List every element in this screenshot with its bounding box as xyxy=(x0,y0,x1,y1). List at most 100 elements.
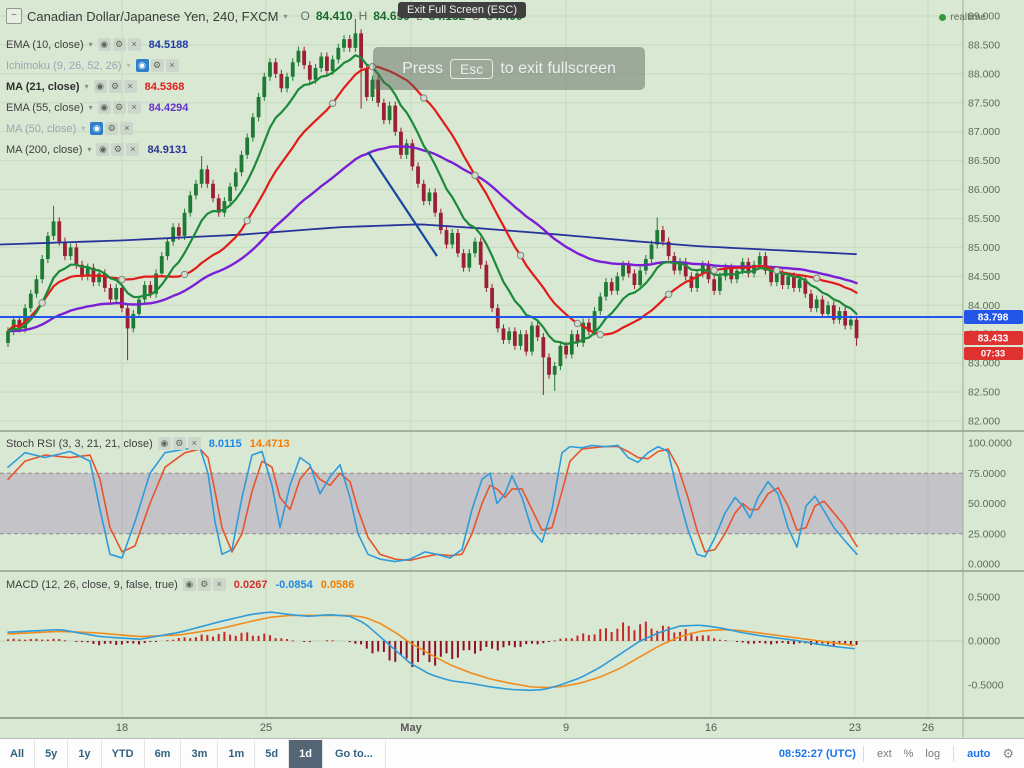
svg-text:16: 16 xyxy=(705,722,717,734)
ma200-line[interactable] xyxy=(0,223,857,256)
range-button-6m[interactable]: 6m xyxy=(145,739,182,768)
pane-separators[interactable] xyxy=(0,0,1024,737)
range-button-1m[interactable]: 1m xyxy=(218,739,256,768)
percent-toggle[interactable]: % xyxy=(903,747,914,760)
stoch-d-line[interactable] xyxy=(7,445,858,562)
visibility-icon[interactable]: ◉ xyxy=(97,38,111,51)
ema10-line[interactable] xyxy=(6,54,858,346)
svg-text:0.0000: 0.0000 xyxy=(968,636,1000,648)
visibility-icon[interactable]: ◉ xyxy=(93,80,107,93)
svg-text:83.000: 83.000 xyxy=(968,358,1000,370)
chart-canvas[interactable]: 89.000 88.500 88.000 87.500 87.000 86.500 86.0… xyxy=(0,0,1024,737)
gear-icon[interactable]: ⚙ xyxy=(150,59,164,72)
ema55-line[interactable] xyxy=(6,145,858,333)
macd-histogram xyxy=(7,621,858,668)
chevron-down-icon[interactable]: ▾ xyxy=(126,61,131,70)
visibility-icon[interactable]: ◉ xyxy=(135,59,149,72)
close-icon[interactable]: × xyxy=(187,437,201,450)
log-toggle[interactable]: log xyxy=(925,747,941,760)
close-icon[interactable]: × xyxy=(126,143,140,156)
indicator-label[interactable]: MA (50, close) xyxy=(6,122,77,135)
chart-menu-icon[interactable]: − xyxy=(6,8,22,24)
chevron-down-icon[interactable]: ▾ xyxy=(87,145,92,154)
close-icon[interactable]: × xyxy=(212,578,226,591)
range-button-1y[interactable]: 1y xyxy=(68,739,102,768)
range-button-5y[interactable]: 5y xyxy=(35,739,69,768)
macd-label[interactable]: MACD (12, 26, close, 9, false, true) xyxy=(6,578,178,591)
gear-icon[interactable]: ⚙ xyxy=(172,437,186,450)
close-icon[interactable]: × xyxy=(165,59,179,72)
svg-text:25: 25 xyxy=(260,722,272,734)
svg-text:100.0000: 100.0000 xyxy=(968,438,1012,450)
auto-toggle[interactable]: auto xyxy=(967,747,991,760)
indicator-label[interactable]: EMA (10, close) xyxy=(6,38,84,51)
indicator-label[interactable]: EMA (55, close) xyxy=(6,101,84,114)
range-button-1d[interactable]: 1d xyxy=(289,739,323,768)
chevron-down-icon[interactable]: ▾ xyxy=(88,103,93,112)
macd-line[interactable] xyxy=(7,611,855,692)
visibility-icon[interactable]: ◉ xyxy=(96,143,110,156)
range-button-3m[interactable]: 3m xyxy=(181,739,219,768)
hint-post: to exit fullscreen xyxy=(500,59,616,77)
indicator-icons: ◉ ⚙ × xyxy=(97,38,141,51)
exit-fullscreen-tooltip: Exit Full Screen (ESC) xyxy=(398,2,527,18)
stoch-rsi-legend: Stoch RSI (3, 3, 21, 21, close) ◉ ⚙ × 8.… xyxy=(6,437,290,450)
clock[interactable]: 08:52:27 (UTC) xyxy=(778,747,856,760)
hint-pre: Press xyxy=(402,59,443,77)
symbol-title[interactable]: Canadian Dollar/Japanese Yen, 240, FXCM xyxy=(27,8,279,24)
ext-toggle[interactable]: ext xyxy=(876,747,892,760)
svg-text:0.0000: 0.0000 xyxy=(968,559,1000,571)
macd-icons: ◉ ⚙ × xyxy=(182,578,226,591)
svg-text:82.500: 82.500 xyxy=(968,387,1000,399)
gear-icon[interactable]: ⚙ xyxy=(108,80,122,93)
svg-text:0.5000: 0.5000 xyxy=(968,592,1000,604)
macd-signal-line[interactable] xyxy=(7,614,855,689)
indicator-legend-row: EMA (55, close) ▾ ◉ ⚙ × 84.4294 xyxy=(6,101,188,114)
gear-icon[interactable]: ⚙ xyxy=(112,101,126,114)
gear-icon[interactable]: ⚙ xyxy=(1002,745,1014,761)
gear-icon[interactable]: ⚙ xyxy=(112,38,126,51)
visibility-icon[interactable]: ◉ xyxy=(157,437,171,450)
stoch-icons: ◉ ⚙ × xyxy=(157,437,201,450)
time-axis-labels[interactable]: 18 25 May 9 16 23 26 xyxy=(116,722,934,734)
close-icon[interactable]: × xyxy=(127,101,141,114)
fullscreen-hint: Press Esc to exit fullscreen xyxy=(373,47,645,90)
chevron-down-icon[interactable]: ▾ xyxy=(81,124,86,133)
candlestick-series[interactable] xyxy=(6,18,859,395)
range-button-ytd[interactable]: YTD xyxy=(102,739,145,768)
range-button-all[interactable]: All xyxy=(0,739,36,768)
gear-icon[interactable]: ⚙ xyxy=(111,143,125,156)
svg-text:84.500: 84.500 xyxy=(968,271,1000,283)
pane-backgrounds xyxy=(0,0,1024,737)
trendline-drawing[interactable] xyxy=(367,151,438,257)
close-icon[interactable]: × xyxy=(123,80,137,93)
visibility-icon[interactable]: ◉ xyxy=(97,101,111,114)
goto-button[interactable]: Go to... xyxy=(323,739,386,768)
chevron-down-icon[interactable]: ▾ xyxy=(84,82,89,91)
range-button-5d[interactable]: 5d xyxy=(255,739,290,768)
indicator-value: 84.5368 xyxy=(144,80,185,93)
indicator-label[interactable]: Ichimoku (9, 26, 52, 26) xyxy=(6,59,122,72)
gear-icon[interactable]: ⚙ xyxy=(197,578,211,591)
svg-text:25.0000: 25.0000 xyxy=(968,528,1006,540)
macd-signal-value: 0.0586 xyxy=(320,578,355,591)
svg-text:-0.5000: -0.5000 xyxy=(968,680,1004,692)
indicator-label[interactable]: MA (200, close) xyxy=(6,143,83,156)
svg-text:85.500: 85.500 xyxy=(968,213,1000,225)
grid-lines xyxy=(0,0,963,718)
stoch-rsi-label[interactable]: Stoch RSI (3, 3, 21, 21, close) xyxy=(6,437,153,450)
price-badges[interactable]: 83.798 83.433 07:33 xyxy=(964,310,1023,360)
svg-text:85.000: 85.000 xyxy=(968,242,1000,254)
open-value: 84.410 xyxy=(315,9,353,23)
chevron-down-icon[interactable]: ▾ xyxy=(283,11,288,21)
stoch-d-value: 14.4713 xyxy=(249,437,290,450)
indicator-icons: ◉ ⚙ × xyxy=(90,122,134,135)
close-icon[interactable]: × xyxy=(120,122,134,135)
close-icon[interactable]: × xyxy=(127,38,141,51)
visibility-icon[interactable]: ◉ xyxy=(90,122,104,135)
indicator-label[interactable]: MA (21, close) xyxy=(6,80,80,93)
visibility-icon[interactable]: ◉ xyxy=(182,578,196,591)
gear-icon[interactable]: ⚙ xyxy=(105,122,119,135)
stoch-k-line[interactable] xyxy=(7,444,858,563)
chevron-down-icon[interactable]: ▾ xyxy=(88,40,93,49)
